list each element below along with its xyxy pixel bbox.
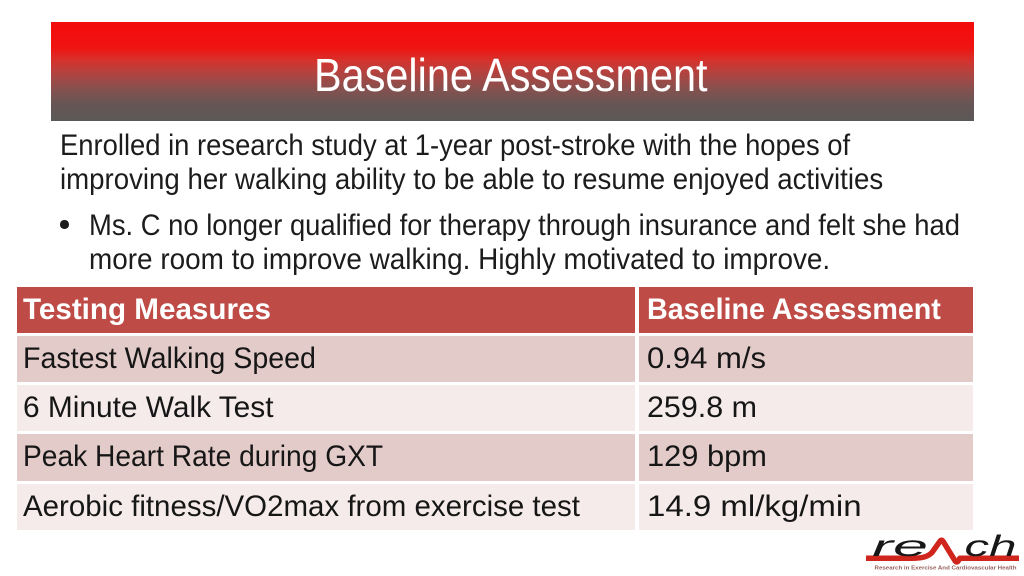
svg-text:ch: ch [965,530,1017,563]
svg-text:Research in Exercise And Cardi: Research in Exercise And Cardiovascular … [875,565,1018,571]
svg-text:re: re [872,530,928,563]
